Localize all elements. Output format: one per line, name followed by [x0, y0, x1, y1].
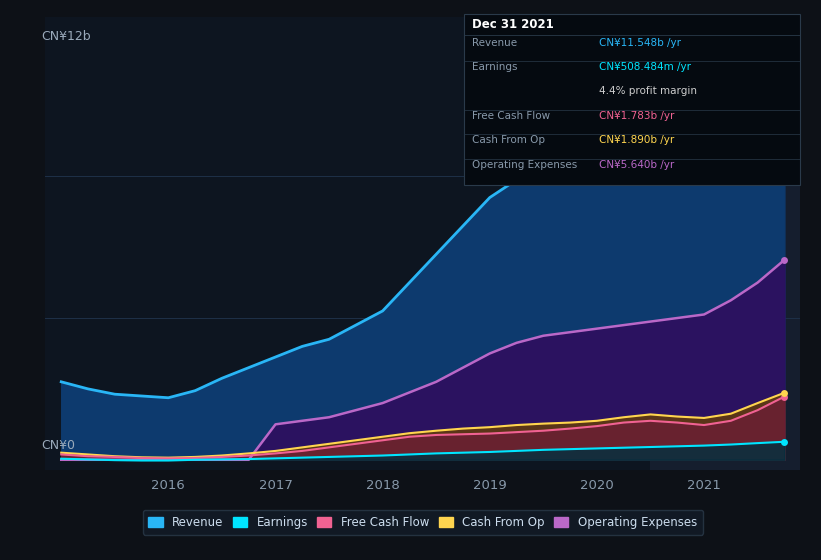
Text: Cash From Op: Cash From Op [472, 136, 545, 146]
Text: CN¥0: CN¥0 [41, 439, 76, 452]
Text: CN¥508.484m /yr: CN¥508.484m /yr [599, 62, 691, 72]
Text: 4.4% profit margin: 4.4% profit margin [599, 86, 697, 96]
Text: CN¥1.890b /yr: CN¥1.890b /yr [599, 136, 675, 146]
Legend: Revenue, Earnings, Free Cash Flow, Cash From Op, Operating Expenses: Revenue, Earnings, Free Cash Flow, Cash … [143, 510, 703, 535]
Text: Operating Expenses: Operating Expenses [472, 160, 577, 170]
Text: CN¥1.783b /yr: CN¥1.783b /yr [599, 111, 675, 121]
Bar [650, 17, 800, 470]
Text: CN¥5.640b /yr: CN¥5.640b /yr [599, 160, 675, 170]
Text: CN¥12b: CN¥12b [41, 30, 91, 44]
Text: Revenue: Revenue [472, 38, 517, 48]
Text: Dec 31 2021: Dec 31 2021 [472, 18, 554, 31]
Text: Free Cash Flow: Free Cash Flow [472, 111, 550, 121]
Text: Earnings: Earnings [472, 62, 517, 72]
Text: CN¥11.548b /yr: CN¥11.548b /yr [599, 38, 681, 48]
